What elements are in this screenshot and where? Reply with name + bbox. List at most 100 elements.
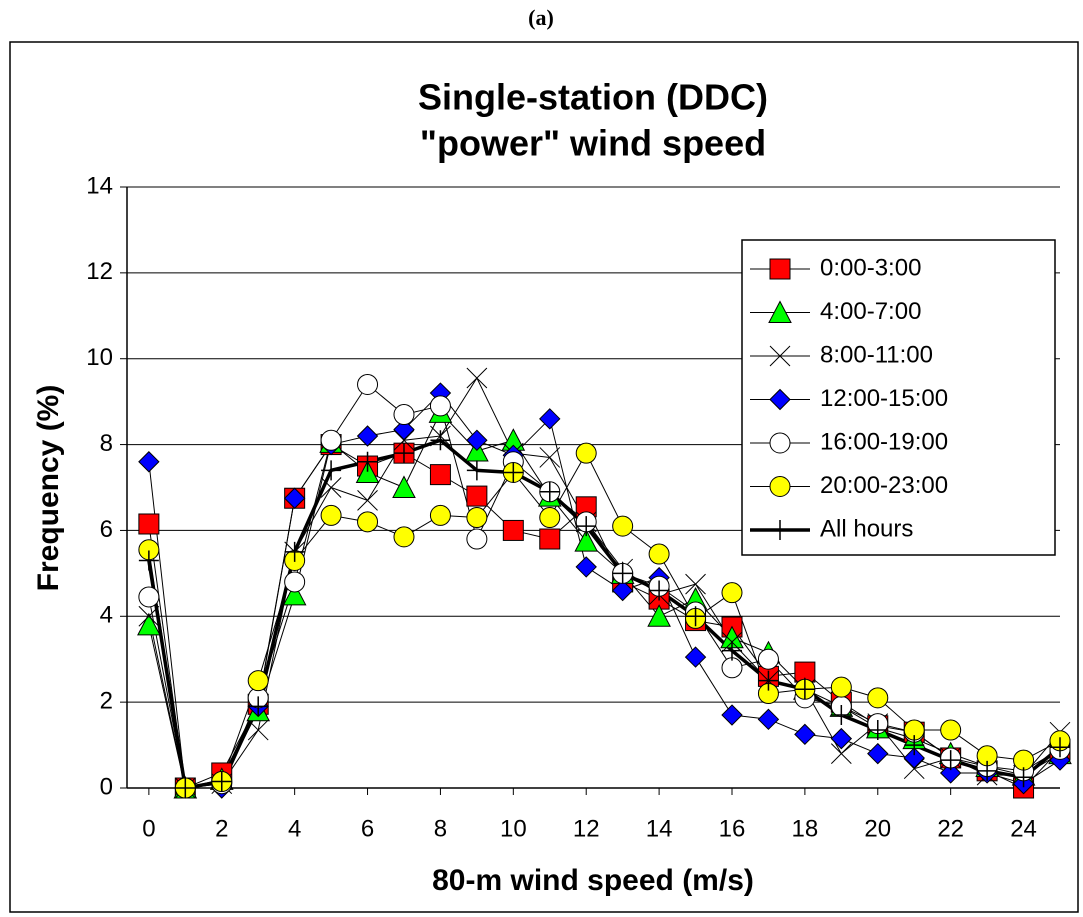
marker [282,582,307,606]
marker [357,373,379,395]
marker [466,429,488,451]
marker [320,504,342,526]
y-tick-label: 2 [100,687,113,714]
marker [539,528,561,550]
y-tick-label: 14 [86,172,113,199]
marker [768,300,792,323]
marker [612,515,634,537]
marker [393,429,415,451]
marker [1013,749,1035,771]
marker [721,704,743,726]
marker [247,719,269,741]
marker [867,687,889,709]
marker [612,563,633,584]
marker [357,490,378,511]
marker [576,516,597,537]
marker [393,526,415,548]
legend-label: 12:00-15:00 [820,385,948,412]
y-tick-label: 8 [100,430,113,457]
marker [1050,737,1070,758]
marker [903,747,925,769]
marker [355,460,380,483]
marker [758,670,779,691]
marker [830,727,853,750]
x-axis-label: 80-m wind speed (m/s) [432,864,754,897]
marker [392,475,416,498]
marker [138,550,159,571]
marker [284,571,306,593]
marker [904,735,925,756]
x-tick-label: 10 [500,815,527,842]
marker [466,460,487,481]
marker [539,481,560,502]
x-tick-label: 0 [142,815,155,842]
marker [794,679,815,700]
marker [138,513,160,535]
marker [721,640,742,661]
legend-label: 16:00-19:00 [820,428,948,455]
legend-label: All hours [820,515,913,542]
marker [539,408,561,430]
marker [429,464,451,486]
marker [466,507,488,529]
marker [574,529,599,552]
marker [211,771,232,792]
marker [977,760,998,781]
chart-title: Single-station (DDC) [418,77,768,118]
marker [356,425,379,447]
x-tick-label: 12 [573,815,600,842]
x-tick-label: 14 [646,815,673,842]
x-tick-label: 18 [792,815,819,842]
legend-label: 0:00-3:00 [820,254,921,281]
marker [769,345,791,367]
marker [539,507,561,529]
marker [611,579,634,602]
y-axis-label: Frequency (%) [32,385,65,592]
x-tick-label: 2 [215,815,228,842]
legend-label: 8:00-11:00 [820,341,933,368]
marker [830,676,852,698]
legend-box [741,239,1056,556]
marker [138,605,160,627]
panel-label: (a) [528,5,554,30]
marker [1013,767,1034,788]
marker [466,528,488,550]
marker [357,511,379,533]
marker [757,648,779,670]
marker [393,443,414,464]
marker [466,485,488,507]
marker [320,429,342,451]
marker [903,758,925,780]
chart-title: "power" wind speed [420,123,766,164]
y-tick-label: 12 [86,258,113,285]
x-tick-label: 20 [864,815,891,842]
marker [321,460,342,481]
marker [137,612,161,636]
marker [503,462,524,483]
marker [647,604,671,627]
marker [466,367,488,389]
marker [794,723,816,746]
y-tick-label: 0 [100,773,113,800]
marker [769,476,791,497]
marker [769,258,791,280]
marker [575,556,597,578]
marker [769,432,791,454]
marker [575,442,597,464]
marker [429,395,451,417]
marker [138,451,160,473]
marker [247,670,269,692]
marker [138,586,160,608]
marker [430,430,451,451]
marker [685,606,706,627]
marker [684,646,707,668]
marker [770,520,790,540]
marker [831,705,852,726]
y-tick-label: 6 [100,516,113,543]
y-tick-label: 4 [100,602,113,629]
marker [721,657,743,679]
marker [284,541,305,562]
marker [685,573,706,595]
marker [940,750,961,771]
marker [757,708,780,731]
